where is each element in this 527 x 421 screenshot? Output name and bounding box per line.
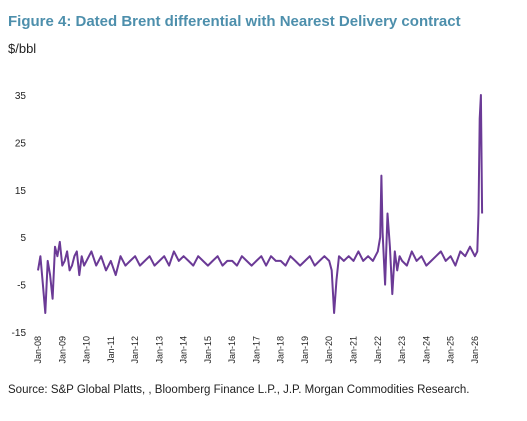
x-tick-label: Jan-22: [373, 336, 383, 364]
chart-title: Figure 4: Dated Brent differential with …: [8, 13, 461, 30]
y-axis: 35 25 15 5 -5 -15: [12, 91, 27, 339]
x-tick-label: Jan-10: [82, 336, 92, 364]
x-tick-label: Jan-24: [421, 336, 431, 364]
x-tick-label: Jan-11: [106, 336, 116, 363]
x-tick-label: Jan-14: [179, 336, 189, 364]
x-tick-label: Jan-20: [324, 336, 334, 364]
source-note: Source: S&P Global Platts, , Bloomberg F…: [8, 384, 470, 396]
y-axis-unit-label: $/bbl: [8, 41, 37, 56]
x-tick-label: Jan-23: [397, 336, 407, 364]
x-tick-label: Jan-17: [251, 336, 261, 364]
x-tick-label: Jan-26: [470, 336, 480, 364]
series-group: [37, 94, 484, 314]
y-tick-label: 15: [15, 186, 27, 197]
x-tick-label: Jan-15: [203, 336, 213, 364]
y-tick-label: -15: [12, 328, 27, 339]
y-tick-label: 25: [15, 138, 27, 149]
x-tick-label: Jan-13: [154, 336, 164, 364]
x-tick-label: Jan-19: [300, 336, 310, 364]
x-tick-label: Jan-18: [276, 336, 286, 364]
y-tick-label: 35: [15, 91, 27, 102]
y-tick-label: 5: [20, 233, 26, 244]
x-tick-label: Jan-16: [227, 336, 237, 364]
x-tick-label: Jan-21: [349, 336, 359, 364]
x-tick-label: Jan-09: [57, 336, 67, 364]
x-tick-label: Jan-08: [33, 336, 43, 364]
x-tick-label: Jan-25: [446, 336, 456, 364]
series-line-0: [37, 94, 484, 314]
x-tick-label: Jan-12: [130, 336, 140, 364]
y-tick-label: -5: [17, 281, 26, 292]
x-axis: Jan-08 Jan-09 Jan-10 Jan-11 Jan-12 Jan-13 Jan-…: [33, 336, 480, 364]
